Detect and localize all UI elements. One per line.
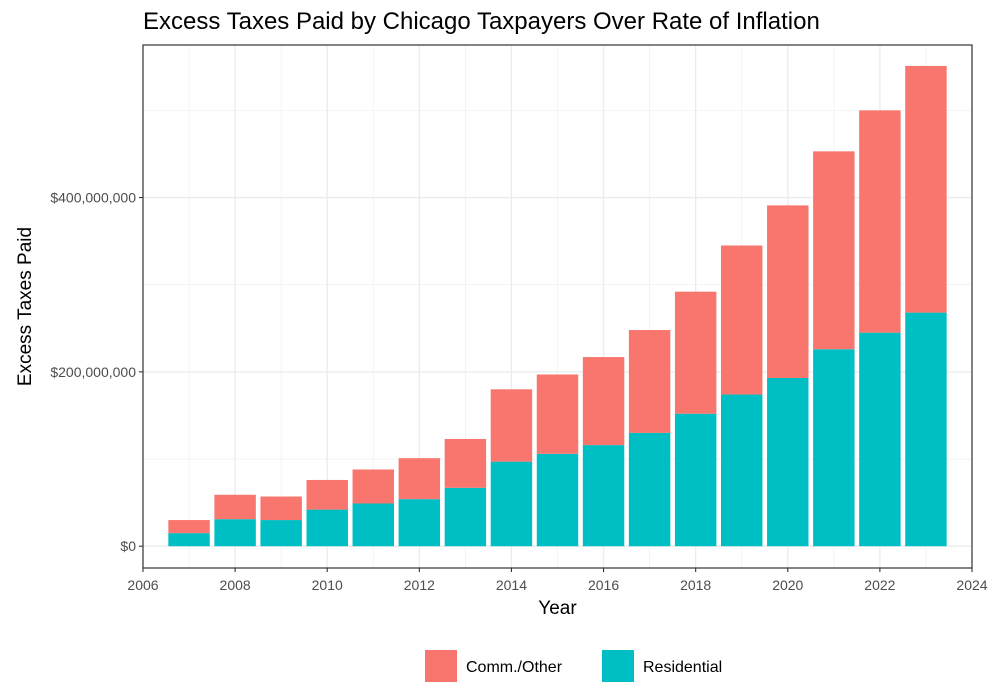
x-tick-label: 2006 (127, 577, 158, 593)
bar-comm-other-2010 (306, 479, 348, 510)
x-tick-label: 2016 (588, 577, 619, 593)
x-tick-label: 2024 (956, 577, 987, 593)
panel-border (142, 44, 973, 569)
x-tick-label: 2008 (220, 577, 251, 593)
bar-comm-other-2014 (490, 389, 533, 462)
x-tick-label: 2012 (404, 577, 435, 593)
legend-swatch (425, 650, 457, 682)
bars-layer (168, 65, 947, 547)
bar-comm-other-2013 (444, 438, 487, 488)
bar-residential-2012 (398, 499, 441, 547)
bar-residential-2008 (214, 519, 256, 547)
legend-swatch (602, 650, 634, 682)
x-tick-label: 2014 (496, 577, 527, 593)
bar-residential-2018 (674, 413, 717, 547)
legend-label: Comm./Other (466, 659, 563, 676)
bar-comm-other-2019 (720, 245, 763, 395)
bar-residential-2023 (905, 312, 947, 547)
bar-residential-2015 (536, 453, 579, 547)
y-axis-title: Excess Taxes Paid (15, 227, 36, 386)
x-tick-label: 2010 (312, 577, 343, 593)
bar-comm-other-2008 (214, 494, 256, 520)
x-axis-title: Year (538, 598, 577, 619)
y-tick-label: $200,000,000 (50, 364, 136, 380)
bar-comm-other-2023 (905, 65, 947, 313)
bar-residential-2019 (720, 394, 763, 547)
bar-comm-other-2007 (168, 520, 210, 534)
bar-comm-other-2015 (536, 374, 579, 454)
x-tick-label: 2020 (772, 577, 803, 593)
bar-comm-other-2011 (352, 469, 395, 504)
bar-comm-other-2022 (859, 110, 901, 333)
bar-residential-2007 (168, 533, 210, 547)
bar-comm-other-2020 (767, 205, 809, 378)
y-tick-label: $400,000,000 (50, 190, 136, 206)
bar-residential-2021 (813, 349, 855, 547)
bar-residential-2011 (352, 503, 395, 547)
y-tick-label: $0 (120, 538, 136, 554)
bar-residential-2014 (490, 461, 533, 547)
legend: Comm./Other Residential (425, 650, 722, 682)
bar-residential-2022 (859, 332, 901, 547)
legend-label: Residential (643, 659, 722, 676)
bar-comm-other-2016 (582, 357, 625, 446)
bar-comm-other-2012 (398, 458, 441, 500)
axis-layer: $0 $200,000,000 $400,000,000 2006 2008 2010 20… (50, 190, 987, 593)
bar-residential-2016 (582, 445, 625, 547)
x-tick-label: 2022 (864, 577, 895, 593)
bar-residential-2010 (306, 509, 348, 547)
bar-residential-2009 (260, 520, 302, 547)
x-tick-label: 2018 (680, 577, 711, 593)
bar-comm-other-2018 (674, 291, 717, 414)
bar-residential-2013 (444, 487, 487, 547)
bar-residential-2017 (628, 432, 671, 547)
chart-title: Excess Taxes Paid by Chicago Taxpayers O… (143, 8, 820, 35)
bar-comm-other-2021 (813, 151, 855, 350)
bar-residential-2020 (767, 377, 809, 547)
bar-comm-other-2009 (260, 496, 302, 521)
bar-comm-other-2017 (628, 330, 671, 433)
